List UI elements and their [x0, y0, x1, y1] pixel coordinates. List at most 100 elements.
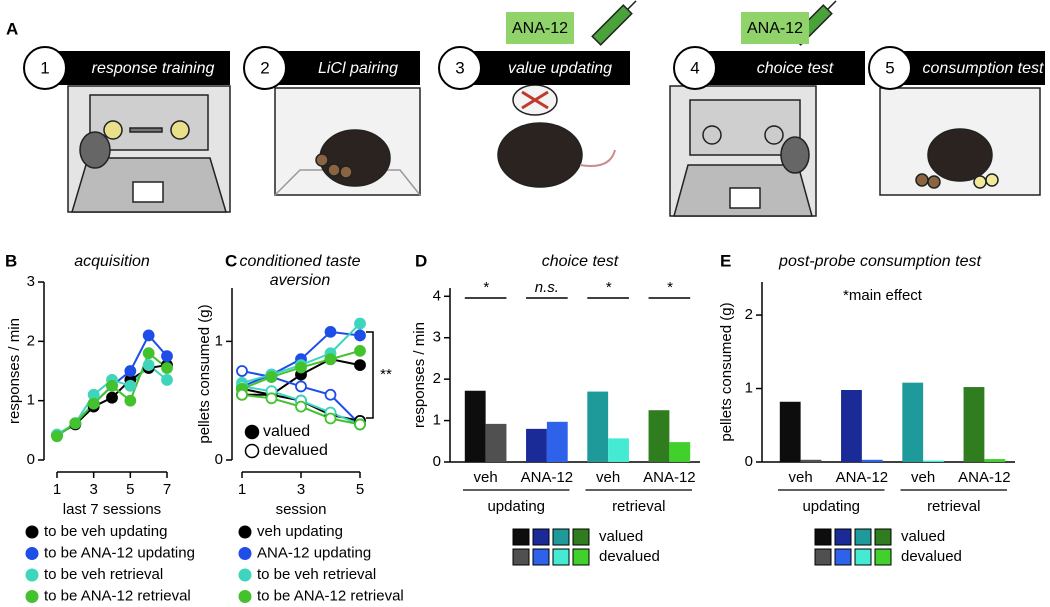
- legend-swatch: [854, 528, 872, 546]
- x-tick-label: 1: [238, 481, 246, 498]
- legend-swatch: [512, 548, 530, 566]
- data-point: [236, 365, 248, 377]
- legend-label: to be ANA-12 retrieval: [44, 587, 191, 604]
- step-bar: [45, 51, 230, 85]
- y-tick-label: 0: [215, 451, 223, 468]
- significance-label: *: [483, 279, 490, 296]
- legend-swatch: [552, 528, 570, 546]
- y-tick-label: 3: [27, 273, 35, 290]
- x-tick-label: ANA-12: [643, 469, 696, 486]
- legend-label: to be veh updating: [44, 523, 167, 540]
- bar: [526, 428, 547, 462]
- panel-letter: C: [225, 251, 237, 270]
- significance-label: *: [666, 279, 673, 296]
- data-point: [354, 344, 366, 357]
- significance-label: *: [605, 279, 612, 296]
- bar: [963, 387, 985, 462]
- data-point: [51, 430, 63, 443]
- step-bar: [695, 51, 865, 85]
- data-point: [142, 359, 155, 371]
- x-tick-label: ANA-12: [521, 469, 574, 486]
- x-tick-label: ANA-12: [958, 469, 1011, 486]
- step-circle: [673, 46, 717, 90]
- step-circle: [243, 46, 287, 90]
- legend-label: to be ANA-12 retrieval: [257, 587, 404, 604]
- step-number: 2: [260, 58, 269, 77]
- group-label: retrieval: [927, 498, 980, 515]
- data-point: [236, 388, 248, 401]
- step-number: 5: [885, 58, 894, 77]
- annotation: *main effect: [843, 287, 923, 304]
- x-tick-label: ANA-12: [836, 469, 889, 486]
- significance-label: **: [380, 366, 392, 383]
- panel-letter: A: [6, 19, 18, 38]
- data-point: [324, 412, 337, 425]
- legend-label: to be veh retrieval: [44, 566, 163, 583]
- step-label: LiCl pairing: [318, 60, 398, 77]
- data-point: [161, 362, 173, 374]
- x-tick-label: 7: [163, 481, 171, 498]
- y-tick-label: 0: [745, 453, 753, 470]
- data-point: [324, 325, 337, 338]
- legend-swatch: [814, 548, 832, 566]
- bar: [587, 391, 609, 462]
- x-tick-label: veh: [596, 469, 620, 486]
- legend-marker: [238, 525, 252, 539]
- data-point: [106, 379, 118, 392]
- bar: [608, 438, 629, 462]
- bar: [546, 421, 568, 462]
- y-tick-label: 1: [745, 379, 753, 396]
- legend-marker: [238, 590, 252, 603]
- step-bar: [890, 51, 1045, 85]
- step-number: 4: [690, 58, 699, 77]
- data-point: [295, 400, 307, 413]
- bar: [861, 459, 883, 462]
- legend-marker: [25, 590, 39, 603]
- drug-box: [741, 12, 809, 44]
- legend-swatch: [874, 548, 892, 566]
- marker-legend-symbol: [244, 443, 260, 459]
- chart-title: aversion: [270, 272, 331, 289]
- bar: [923, 460, 944, 462]
- marker-legend-label: devalued: [263, 442, 328, 459]
- y-tick-label: 0: [433, 453, 441, 470]
- bar: [648, 410, 670, 462]
- y-tick-label: 1: [215, 332, 223, 349]
- legend-label: valued: [901, 528, 945, 545]
- legend-label: valued: [599, 528, 643, 545]
- y-axis-label: responses / min: [411, 322, 428, 428]
- data-point: [124, 365, 137, 377]
- bar: [464, 390, 486, 462]
- chart-title: post-probe consumption test: [778, 253, 981, 270]
- legend-label: devalued: [599, 548, 660, 565]
- data-point: [324, 353, 337, 366]
- data-point: [124, 379, 137, 392]
- bar: [800, 459, 822, 462]
- panel-letter: B: [5, 251, 17, 270]
- legend-label: veh updating: [257, 523, 343, 540]
- data-point: [265, 371, 278, 383]
- step-label: value updating: [508, 60, 612, 77]
- data-point: [161, 350, 173, 363]
- data-point: [354, 329, 366, 342]
- step-label: choice test: [757, 60, 834, 77]
- legend-swatch: [572, 528, 590, 546]
- chart-title: conditioned taste: [240, 253, 361, 270]
- y-tick-label: 2: [27, 332, 35, 349]
- marker-legend-symbol: [244, 424, 260, 440]
- data-point: [295, 380, 307, 393]
- group-label: updating: [487, 498, 545, 515]
- legend-label: devalued: [901, 548, 962, 565]
- legend-marker: [25, 525, 39, 539]
- legend-swatch: [532, 528, 550, 546]
- y-tick-label: 2: [745, 306, 753, 323]
- data-point: [142, 329, 155, 342]
- step-number: 3: [455, 58, 464, 77]
- data-point: [161, 373, 173, 386]
- step-circle: [868, 46, 912, 90]
- step-label: consumption test: [923, 60, 1045, 77]
- legend-label: to be ANA-12 updating: [44, 544, 195, 561]
- step-label: response training: [92, 60, 215, 77]
- data-point: [354, 418, 366, 431]
- legend-swatch: [532, 548, 550, 566]
